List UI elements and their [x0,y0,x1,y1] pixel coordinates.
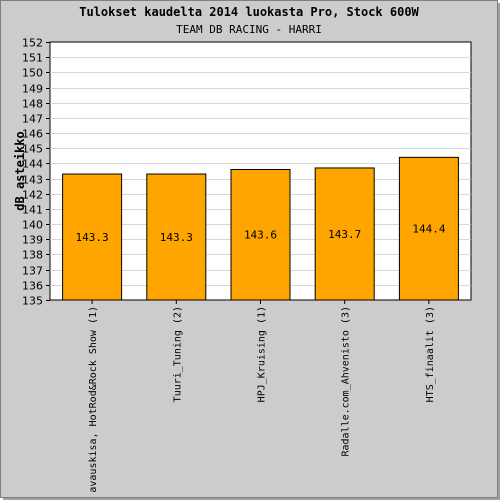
y-tick-label: 137 [22,265,43,278]
y-tick-label: 152 [22,37,43,50]
bar-value-label: 144.4 [412,223,445,236]
y-tick-label: 144 [22,158,43,171]
bar-value-label: 143.6 [244,229,277,242]
bar-value-label: 143.3 [76,231,109,244]
x-tick-label: Tuuri_Tuning (2) [172,306,183,402]
x-tick-label: HPJ_Kruising (1) [257,306,268,402]
y-tick-label: 145 [22,143,43,156]
y-tick-label: 151 [22,52,43,65]
y-tick-label: 135 [22,295,43,308]
bar-value-label: 143.7 [328,228,361,241]
y-tick-label: 147 [22,113,43,126]
bar [62,173,123,301]
x-tick-label: Radalle.com_Ahvenisto (3) [341,306,352,457]
bar-value-label: 143.3 [160,231,193,244]
y-tick-label: 150 [22,67,43,80]
x-tick-label: HTS_finaalit (3) [425,306,436,402]
bar [398,156,459,301]
y-tick-label: 146 [22,128,43,141]
y-tick-label: 140 [22,219,43,232]
x-axis-ticks: avauskisa, HotRod&Rock Show (1) Tuuri_Tun… [88,300,436,493]
y-axis-ticks: 135 136 137 138 139 140 141 142 143 144 145 146 147 1… [22,37,50,308]
y-tick-label: 148 [22,98,43,111]
chart-subtitle: TEAM DB RACING - HARRI [176,23,322,36]
y-tick-label: 139 [22,234,43,247]
bar [314,167,375,301]
y-tick-label: 142 [22,189,43,202]
chart-title: Tulokset kaudelta 2014 luokasta Pro, Sto… [79,5,419,19]
y-tick-label: 143 [22,174,43,187]
y-tick-label: 136 [22,280,43,293]
y-tick-label: 149 [22,83,43,96]
y-tick-label: 138 [22,249,43,262]
bars: 143.3 143.3 143.6 143.7 144.4 [62,156,459,301]
y-tick-label: 141 [22,204,43,217]
x-tick-label: avauskisa, HotRod&Rock Show (1) [88,306,99,493]
y-axis-label: dB asteikko [13,131,27,210]
